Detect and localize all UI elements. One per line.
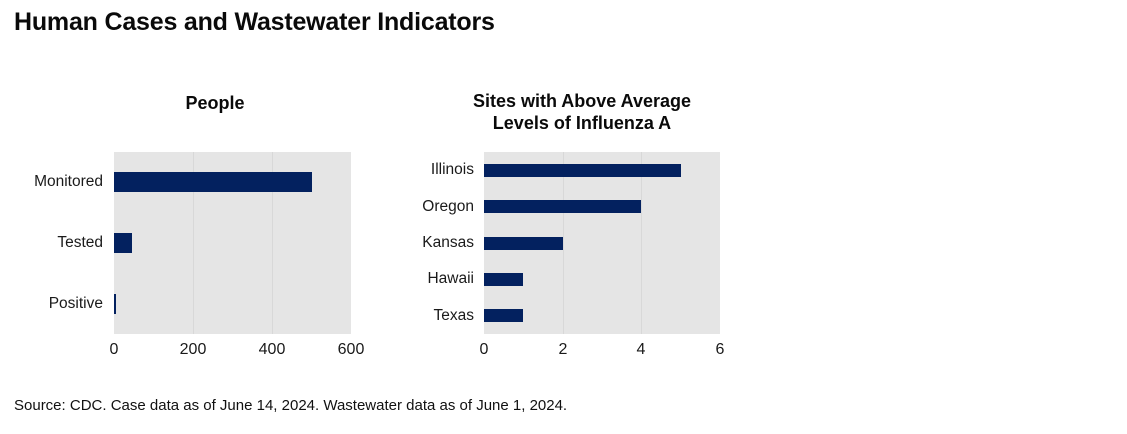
x-tick-label-0: 0 [479,341,489,358]
chart-title-line: Levels of Influenza A [492,113,672,133]
gridline-4 [641,152,642,334]
chart-title: People [185,92,244,114]
bar-oregon [484,200,641,213]
x-tick-label-200: 200 [179,341,207,358]
source-note: Source: CDC. Case data as of June 14, 20… [14,397,568,414]
category-label-kansas: Kansas [422,234,474,251]
bar-hawaii [484,273,523,286]
category-label-monitored: Monitored [34,173,103,190]
gridline-200 [193,152,194,334]
category-label-illinois: Illinois [430,161,474,178]
category-label-tested: Tested [57,234,103,251]
category-label-texas: Texas [433,307,475,324]
bar-positive [114,294,116,314]
category-label-positive: Positive [48,295,103,312]
bar-texas [484,309,523,322]
x-tick-label-4: 4 [636,341,646,358]
chart-title-line: People [185,93,245,113]
chart-title: Sites with Above Average Levels of Influe… [473,90,691,134]
x-tick-label-6: 6 [715,341,725,358]
x-tick-label-2: 2 [558,341,568,358]
category-label-hawaii: Hawaii [427,270,474,287]
plot-area [114,152,351,334]
category-label-oregon: Oregon [422,198,474,215]
gridline-2 [563,152,564,334]
bar-monitored [114,172,312,192]
page-title: Human Cases and Wastewater Indicators [14,8,495,36]
bar-kansas [484,237,563,250]
bar-tested [114,233,132,253]
x-tick-label-600: 600 [337,341,365,358]
chart-title-line: Sites with Above Average [472,91,692,111]
gridline-400 [272,152,273,334]
plot-area [484,152,720,334]
bar-illinois [484,164,681,177]
x-tick-label-400: 400 [258,341,286,358]
x-tick-label-0: 0 [109,341,119,358]
